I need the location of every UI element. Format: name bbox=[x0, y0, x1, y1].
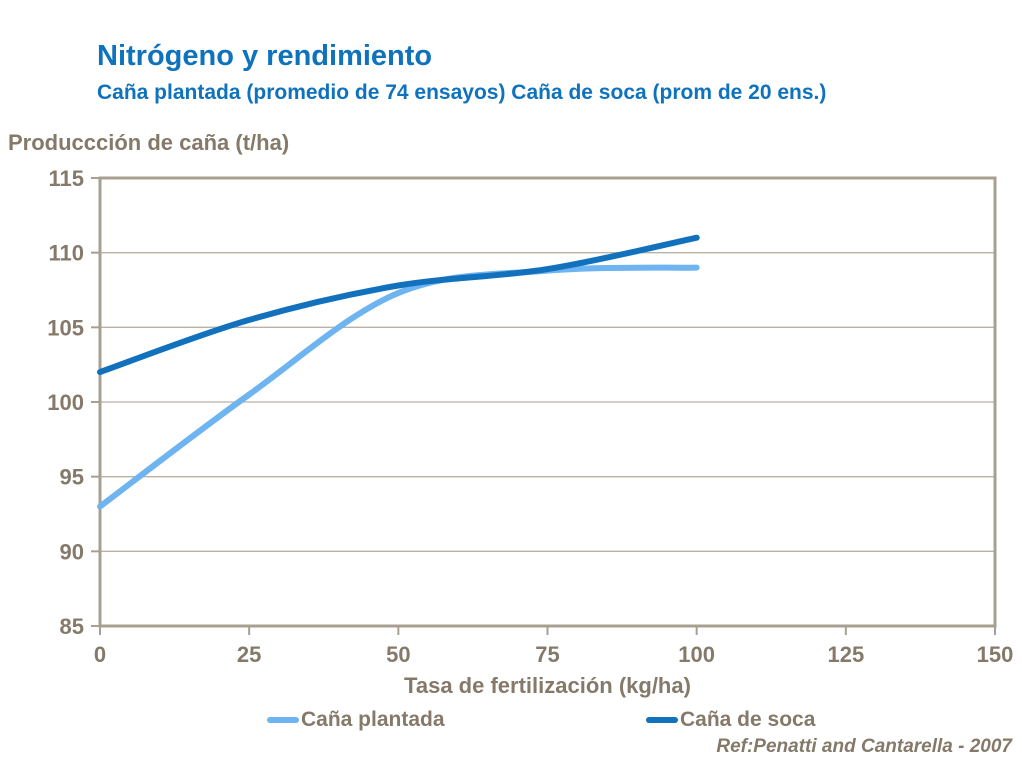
y-tick-label: 95 bbox=[60, 465, 84, 490]
reference-note: Ref:Penatti and Cantarella - 2007 bbox=[716, 736, 1012, 757]
x-tick-label: 0 bbox=[94, 642, 106, 667]
chart-subtitle: Caña plantada (promedio de 74 ensayos) C… bbox=[97, 81, 827, 104]
line-chart: 85 90 95 100 105 110 115 0 25 50 75 100 125 150 bbox=[0, 160, 1022, 672]
series-line-ca-a-plantada bbox=[97, 264, 700, 510]
legend-item-cana-plantada: Caña plantada bbox=[267, 708, 445, 732]
y-tick-label: 110 bbox=[49, 241, 85, 266]
x-tick-label: 75 bbox=[535, 642, 559, 667]
x-tick-label: 100 bbox=[678, 642, 715, 667]
y-tick-label: 85 bbox=[60, 614, 84, 639]
legend-label-cana-de-soca: Caña de soca bbox=[680, 708, 816, 731]
plot-svg: 85 90 95 100 105 110 115 0 25 50 75 100 125 150 bbox=[47, 166, 1014, 667]
y-tick-label: 105 bbox=[47, 315, 84, 340]
series-line-ca-a-de-soca bbox=[97, 234, 700, 376]
legend-swatch-cana-de-soca bbox=[646, 717, 678, 723]
y-tick-label: 100 bbox=[47, 390, 84, 415]
x-tick-label: 125 bbox=[827, 642, 864, 667]
x-axis-title: Tasa de fertilización (kg/ha) bbox=[404, 673, 691, 698]
x-tick-label: 25 bbox=[237, 642, 261, 667]
x-tick-label: 150 bbox=[977, 642, 1014, 667]
legend-item-cana-de-soca: Caña de soca bbox=[646, 708, 815, 732]
chart-header: Nitrógeno y rendimiento Caña plantada (p… bbox=[97, 40, 826, 105]
y-tick-label: 115 bbox=[49, 166, 85, 191]
chart-title: Nitrógeno y rendimiento bbox=[97, 40, 433, 72]
y-axis-title: Produccción de caña (t/ha) bbox=[8, 130, 290, 155]
legend-label-cana-plantada: Caña plantada bbox=[301, 708, 445, 731]
legend-swatch-cana-plantada bbox=[267, 717, 299, 723]
y-tick-label: 90 bbox=[60, 539, 84, 564]
x-tick-label: 50 bbox=[386, 642, 410, 667]
